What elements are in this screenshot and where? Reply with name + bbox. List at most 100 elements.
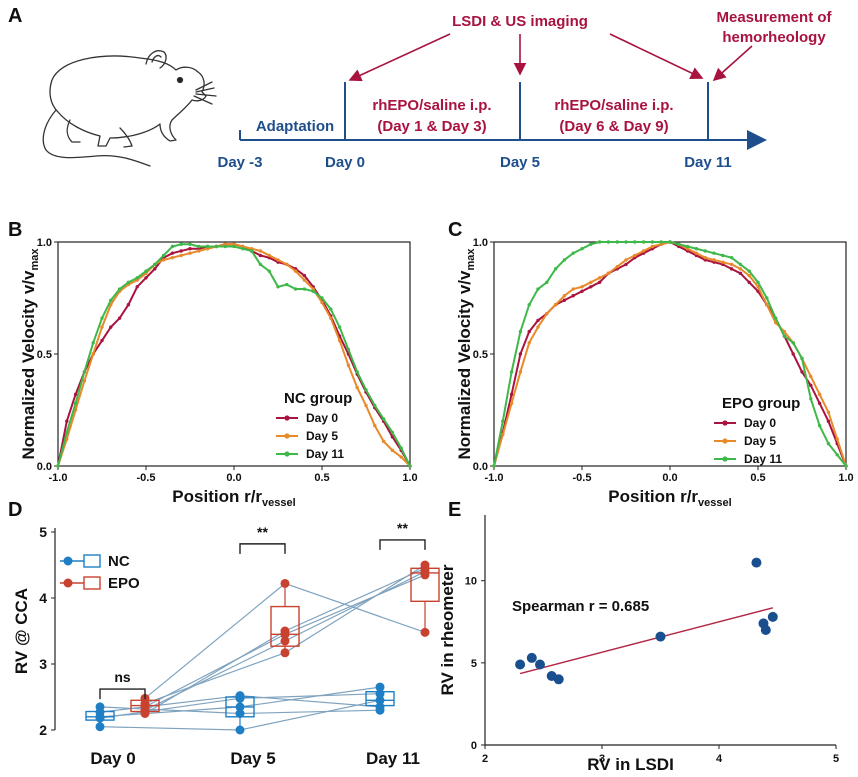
data-point — [633, 253, 637, 258]
data-point — [509, 392, 514, 397]
data-point — [285, 262, 289, 267]
x-category-label: Day 0 — [90, 749, 135, 768]
series-line-day-5 — [57, 243, 411, 467]
data-point — [747, 280, 751, 285]
arrow-imaging-day11 — [609, 33, 704, 79]
data-point — [501, 432, 505, 437]
x-tick-label: 0.0 — [662, 472, 677, 484]
panel-letter-a: A — [8, 5, 22, 27]
x-tick-label: 4 — [716, 753, 723, 765]
data-point — [809, 374, 813, 379]
x-category-label: Day 11 — [366, 749, 420, 768]
data-point — [536, 318, 540, 323]
panel-letter-c: C — [448, 219, 462, 241]
data-point — [144, 269, 148, 273]
data-point — [161, 258, 166, 262]
data-point — [276, 285, 280, 289]
y-axis-title: RV @ CCA — [12, 588, 31, 674]
data-point — [109, 325, 113, 329]
data-point-epo — [280, 636, 290, 646]
x-tick-label: -1.0 — [49, 472, 68, 484]
legend-swatch-box — [83, 554, 101, 568]
data-point — [223, 244, 227, 249]
scatter-point — [553, 674, 564, 685]
data-point — [161, 253, 166, 258]
data-point — [285, 282, 289, 287]
data-point-nc — [375, 695, 385, 705]
timeline-adaptation: Adaptation — [256, 118, 334, 135]
scatter-point — [534, 659, 545, 670]
data-point — [703, 249, 707, 253]
panel-letter-d: D — [8, 499, 22, 521]
data-point — [624, 240, 628, 244]
data-point — [826, 441, 831, 446]
data-point — [82, 370, 87, 374]
x-tick-label: 1.0 — [402, 472, 417, 484]
data-point — [633, 240, 637, 244]
data-point — [188, 247, 192, 251]
y-axis-title: Normalized Velocity v/vmax — [455, 248, 477, 460]
data-point — [390, 430, 395, 435]
data-point — [729, 267, 734, 271]
data-point — [109, 298, 113, 302]
y-tick-label: 5 — [39, 524, 47, 540]
data-point — [373, 403, 377, 408]
data-point — [712, 251, 716, 255]
data-point — [197, 244, 201, 249]
timeline-segment1-line1: rhEPO/saline i.p. — [372, 97, 491, 114]
data-point — [56, 464, 60, 468]
plot-frame — [57, 241, 411, 467]
data-point — [580, 285, 584, 289]
x-axis-title: Position r/rvessel — [608, 487, 731, 509]
y-tick-label: 4 — [39, 590, 47, 606]
data-point — [320, 296, 324, 300]
data-point — [738, 271, 743, 276]
data-point — [536, 325, 540, 329]
legend-item-label: Day 11 — [744, 452, 782, 466]
data-point — [320, 300, 324, 305]
data-point — [597, 280, 602, 285]
data-point — [302, 287, 307, 291]
data-point — [381, 439, 386, 444]
data-point — [293, 269, 298, 273]
data-point — [170, 244, 175, 249]
data-point — [518, 329, 523, 334]
data-point — [571, 294, 575, 298]
data-point — [258, 262, 263, 267]
x-tick-label: 0.5 — [314, 472, 329, 484]
legend-swatch-box — [83, 576, 101, 590]
panel-letter-e: E — [448, 499, 461, 521]
data-point — [589, 242, 593, 246]
legend-title: NC group — [284, 390, 352, 407]
data-point — [747, 269, 751, 273]
data-point-nc — [235, 702, 245, 712]
data-point — [179, 242, 183, 246]
data-point-epo — [420, 570, 430, 580]
data-point — [589, 280, 593, 285]
data-point — [126, 303, 131, 307]
data-point — [205, 244, 210, 249]
data-point-nc — [95, 702, 105, 712]
x-tick-label: 2 — [482, 753, 488, 765]
data-point — [518, 370, 523, 374]
data-point — [562, 294, 567, 298]
data-point — [545, 280, 549, 285]
timeline-measurement-line2: hemorheology — [722, 29, 826, 46]
data-point — [249, 249, 254, 253]
data-point-nc — [95, 722, 105, 732]
data-point — [597, 276, 602, 280]
data-point-nc — [235, 709, 245, 718]
data-point — [364, 403, 368, 408]
y-axis-title: Normalized Velocity v/vmax — [19, 248, 41, 460]
legend-swatch-marker — [63, 578, 73, 588]
data-point — [589, 285, 593, 289]
data-point — [738, 262, 743, 267]
data-point — [677, 242, 681, 246]
y-tick-label: 3 — [39, 656, 47, 672]
data-point — [337, 338, 342, 343]
data-point — [624, 258, 628, 262]
significance-label: ** — [397, 520, 408, 536]
data-point — [179, 253, 183, 258]
legend-swatch-marker — [722, 438, 728, 444]
data-point-epo — [280, 629, 290, 639]
